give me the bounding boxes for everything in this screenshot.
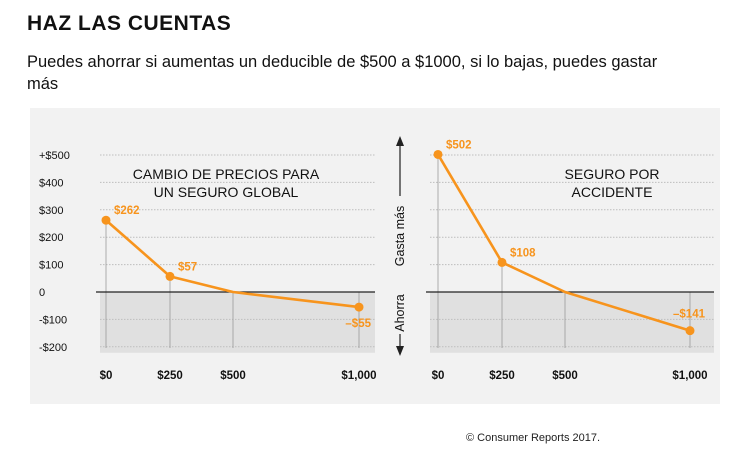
l-series-line — [105, 219, 360, 309]
left-x-tick-labels: $0 $250 $500 $1,000 — [100, 370, 377, 382]
r-x-tick-label: $250 — [489, 370, 515, 382]
page-subtitle: Puedes ahorrar si aumentas un deducible … — [27, 53, 658, 93]
left-chart-title-line-2: UN SEGURO GLOBAL — [154, 184, 299, 200]
charts-svg: +$500 $400 $300 $200 $100 0 -$100 -$200 CAMBIO … — [39, 136, 714, 382]
chart-panel: +$500 $400 $300 $200 $100 0 -$100 -$200 CAMBIO … — [30, 108, 720, 404]
r-x-tick-label: $1,000 — [672, 370, 707, 382]
r-point — [433, 149, 443, 159]
left-y-tick-labels: +$500 $400 $300 $200 $100 0 -$100 -$200 — [39, 150, 70, 354]
gasta-mas-label: Gasta más — [393, 206, 407, 266]
left-chart-title-line-1: CAMBIO DE PRECIOS PARA — [133, 166, 320, 182]
l-x-tick-label: $0 — [100, 370, 113, 382]
right-chart-title-line-2: ACCIDENTE — [572, 184, 653, 200]
right-chart: SEGURO POR ACCIDENTE $502 $108 –$141 $0 $25… — [426, 139, 714, 382]
l-data-label: $262 — [114, 205, 140, 217]
y-tick-label: 0 — [39, 287, 45, 299]
right-negative-shade — [430, 292, 714, 353]
r-x-tick-label: $500 — [552, 370, 578, 382]
y-tick-label: +$500 — [39, 150, 70, 162]
y-tick-label: $100 — [39, 260, 63, 272]
l-x-tick-label: $1,000 — [341, 370, 376, 382]
l-x-tick-label: $500 — [220, 370, 246, 382]
r-data-label: –$141 — [673, 309, 706, 321]
right-gridlines — [430, 154, 714, 348]
right-chart-title-line-1: SEGURO POR — [565, 166, 660, 182]
y-tick-label: $400 — [39, 177, 63, 189]
r-series-line — [436, 153, 691, 332]
l-x-tick-label: $250 — [157, 370, 183, 382]
y-tick-label: $300 — [39, 205, 63, 217]
arrow-down-icon — [396, 346, 404, 356]
right-x-tick-labels: $0 $250 $500 $1,000 — [432, 370, 708, 382]
left-gridlines — [100, 154, 375, 348]
left-drop-lines — [105, 220, 360, 348]
r-data-label: $502 — [446, 139, 472, 151]
r-data-label: $108 — [510, 247, 536, 259]
l-data-label: $57 — [178, 261, 197, 273]
y-tick-label: -$200 — [39, 342, 67, 354]
arrow-up-icon — [396, 136, 404, 146]
y-tick-label: -$100 — [39, 314, 67, 326]
right-series: $502 $108 –$141 — [433, 139, 706, 336]
ahorra-label: Ahorra — [393, 294, 407, 332]
copyright-credit: © Consumer Reports 2017. — [466, 432, 601, 444]
l-point — [354, 302, 364, 312]
l-point — [101, 215, 111, 225]
l-data-label: –$55 — [345, 318, 371, 330]
left-series: $262 $57 –$55 — [101, 205, 372, 330]
y-tick-label: $200 — [39, 232, 63, 244]
middle-indicator: Gasta más Ahorra — [393, 136, 407, 356]
left-chart: +$500 $400 $300 $200 $100 0 -$100 -$200 CAMBIO … — [39, 150, 377, 382]
r-point — [685, 326, 695, 336]
l-point — [165, 271, 175, 281]
page-title: HAZ LAS CUENTAS — [27, 12, 232, 35]
r-point — [497, 257, 507, 267]
right-drop-lines — [437, 154, 691, 348]
r-x-tick-label: $0 — [432, 370, 445, 382]
left-negative-shade — [100, 292, 375, 353]
